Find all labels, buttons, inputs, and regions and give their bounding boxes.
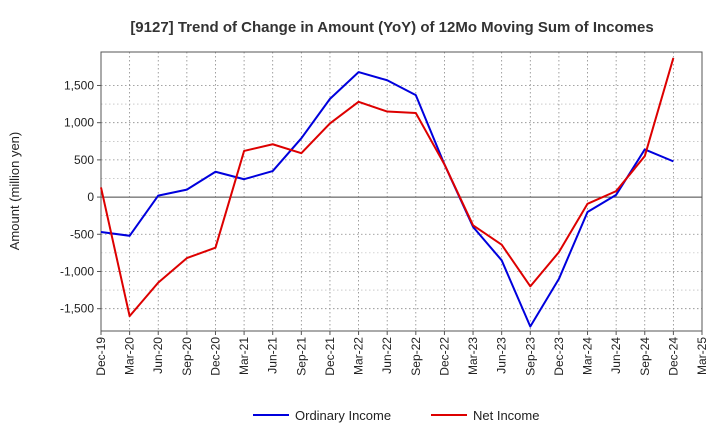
x-tick-label: Jun-23 [495,337,509,374]
x-tick-label: Jun-20 [151,337,165,374]
series-line-ordinary-income [100,71,674,328]
y-tick-label: -1,000 [60,264,94,278]
series-lines [100,57,675,328]
x-tick-label: Dec-19 [94,337,108,376]
x-tick-label: Sep-23 [523,337,537,376]
y-tick-label: 1,500 [64,78,94,92]
y-tick-label: 500 [74,153,94,167]
y-tick-label: -1,500 [60,302,94,316]
x-tick-label: Mar-21 [237,337,251,375]
grid [100,52,703,331]
x-tick-label: Jun-24 [609,337,623,374]
y-tick-label: 0 [87,190,94,204]
y-tick-label: 1,000 [64,116,94,130]
x-tick-label: Mar-23 [466,337,480,375]
x-tick-label: Mar-20 [123,337,137,375]
legend-label: Ordinary Income [295,408,391,423]
chart-title: [9127] Trend of Change in Amount (YoY) o… [130,19,653,36]
x-tick-label: Sep-24 [638,337,652,376]
x-axis-ticks: Dec-19 Mar-20 Jun-20 Sep-20 Dec-20 Mar-21 Jun-… [94,331,709,376]
x-tick-label: Dec-20 [208,337,222,376]
plot-frame [100,51,703,332]
series-line-net-income [100,57,675,318]
legend: Ordinary Income Net Income [253,408,539,423]
x-tick-label: Mar-24 [581,337,595,375]
x-tick-label: Dec-24 [666,337,680,376]
x-tick-label: Jun-21 [266,337,280,374]
x-tick-label: Sep-20 [180,337,194,376]
x-tick-label: Mar-25 [695,337,709,375]
y-tick-label: -500 [70,227,94,241]
x-tick-label: Sep-22 [409,337,423,376]
y-axis-label: Amount (million yen) [7,132,22,251]
x-tick-label: Dec-23 [552,337,566,376]
x-tick-label: Jun-22 [380,337,394,374]
x-tick-label: Sep-21 [294,337,308,376]
x-tick-label: Dec-21 [323,337,337,376]
x-tick-label: Mar-22 [352,337,366,375]
x-tick-label: Dec-22 [437,337,451,376]
legend-label: Net Income [473,408,539,423]
y-axis-ticks: -1,500 -1,000 -500 0 500 1,000 1,500 [60,78,101,316]
